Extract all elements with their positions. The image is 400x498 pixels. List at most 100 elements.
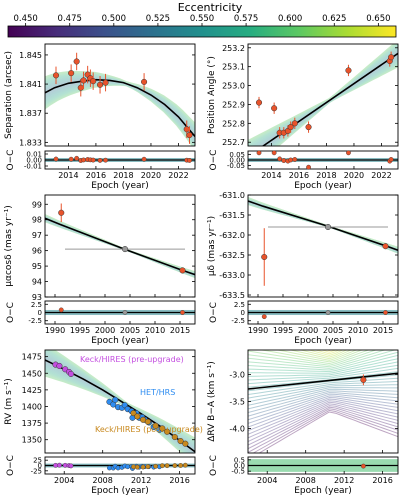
rv-point-resid xyxy=(172,463,178,468)
data-point xyxy=(183,126,190,133)
colorbar-tick-label: 0.550 xyxy=(190,14,214,24)
panel-pm_ra: 1990 1995 2000 2005 2010 2015 93 94 95 96 97 98 99 -2… xyxy=(4,194,196,346)
orbit-draw-line xyxy=(248,44,398,145)
orbit-draw-line xyxy=(248,354,398,373)
orbit-draw-line xyxy=(45,83,195,146)
orbit-draw-line xyxy=(45,82,195,143)
colorbar-tick-label: 0.450 xyxy=(13,14,37,24)
orbit-draw-line xyxy=(248,367,398,385)
orbit-draw-line xyxy=(248,44,398,146)
resid-axis-label: O−C xyxy=(6,455,16,476)
data-point xyxy=(305,124,312,131)
resid-axis-label: O−C xyxy=(209,150,219,171)
rv-point xyxy=(164,428,171,435)
orbit-draw-line xyxy=(45,81,195,141)
orbit-draw-line xyxy=(272,60,398,146)
resid-y-tick-label: 0 xyxy=(38,309,42,317)
model-line xyxy=(261,52,398,146)
x-tick-label: 2008 xyxy=(296,476,316,485)
data-point xyxy=(324,223,332,231)
resid-axis-label: O−C xyxy=(209,455,219,476)
data-point-resid xyxy=(122,310,128,315)
rv-point-resid xyxy=(140,464,146,470)
data-point xyxy=(68,70,75,77)
data-point xyxy=(287,124,294,131)
orbit-draw-line xyxy=(45,353,195,447)
orbit-draw-line xyxy=(276,65,398,146)
orbit-draw-line xyxy=(248,364,398,381)
x-axis-label: Epoch (year) xyxy=(294,336,352,346)
y-tick-label: -632.0 xyxy=(219,231,245,240)
colorbar-tick-label: 0.575 xyxy=(234,14,258,24)
rv-point-resid xyxy=(164,463,170,469)
rv-point xyxy=(112,396,119,403)
orbit-draw-line xyxy=(45,214,195,273)
resid-axis-label: O−C xyxy=(6,150,16,171)
y-axis-label: ΔRV B−A (km s⁻¹) xyxy=(207,361,217,442)
data-point-resid xyxy=(325,310,331,315)
orbit-draw-line xyxy=(250,45,398,146)
orbit-draw-line xyxy=(45,350,195,445)
resid-y-tick-label: 0 xyxy=(38,462,42,470)
orbit-draw-line xyxy=(45,350,195,444)
data-point xyxy=(102,79,109,86)
resid-y-tick-label: -2.5 xyxy=(28,317,42,325)
resid-y-tick-label: -0.01 xyxy=(24,163,42,171)
resid-y-tick-label: 2.5 xyxy=(234,301,245,309)
orbit-draw-line xyxy=(251,46,398,146)
y-tick-label: 1400 xyxy=(22,402,42,411)
colorbar-tick-label: 0.625 xyxy=(322,14,346,24)
resid-y-tick-label: 0.01 xyxy=(26,151,42,159)
data-point xyxy=(80,77,87,84)
resid-axis-label: O−C xyxy=(6,302,16,323)
orbit-draw-line xyxy=(45,366,191,453)
data-point xyxy=(73,58,80,65)
orbit-draw-line xyxy=(47,350,195,443)
y-tick-label: -633.5 xyxy=(219,291,245,300)
orbit-draw-line xyxy=(248,44,396,143)
orbit-draw-line xyxy=(45,82,195,145)
y-tick-label: 253.1 xyxy=(222,63,245,72)
orbit-draw-line xyxy=(273,62,398,146)
panel-rv: 2004 2008 2012 2016 1350 1375 1400 1425 1450 1475… xyxy=(4,349,203,496)
orbit-draw-line xyxy=(248,44,395,142)
data-point-resid xyxy=(97,158,103,163)
orbit-draw-line xyxy=(248,350,397,369)
x-tick-label: 1995 xyxy=(273,326,293,335)
x-tick-label: 2010 xyxy=(145,326,165,335)
resid-y-tick-label: 0.0 xyxy=(234,462,245,470)
orbit-draw-line xyxy=(45,372,185,453)
orbit-draw-line xyxy=(48,350,195,442)
orbit-draw-line xyxy=(45,369,188,453)
orbit-draw-line xyxy=(314,350,340,355)
orbit-draw-line xyxy=(45,354,195,448)
data-point-resid xyxy=(90,157,96,163)
y-tick-label: 94 xyxy=(32,278,42,287)
orbit-draw-line xyxy=(268,57,398,146)
x-tick-label: 2014 xyxy=(58,171,78,180)
plot-frame xyxy=(44,194,196,298)
x-axis-label: Epoch (year) xyxy=(294,486,352,496)
orbit-draw-line xyxy=(248,395,398,424)
orbit-draw-line xyxy=(45,83,195,146)
orbit-draw-line xyxy=(275,350,358,361)
x-axis-label: Epoch (year) xyxy=(91,486,149,496)
x-tick-label: 1990 xyxy=(45,326,65,335)
y-axis-label: Position Angle (°) xyxy=(207,56,217,134)
series-label: Keck/HIRES (pre-upgrade) xyxy=(80,355,184,364)
colorbar-tick-label: 0.475 xyxy=(58,14,82,24)
x-tick-label: 2000 xyxy=(298,326,318,335)
y-tick-label: 1450 xyxy=(22,369,42,378)
y-axis-label: μδ (mas yr⁻¹) xyxy=(207,216,217,276)
orbit-draw-line xyxy=(273,61,398,146)
x-tick-label: 2016 xyxy=(169,476,189,485)
y-tick-label: 98 xyxy=(32,216,42,225)
orbit-draw-line xyxy=(45,370,187,453)
orbit-draw-line xyxy=(248,388,398,410)
x-tick-label: 2014 xyxy=(261,171,281,180)
plot-frame xyxy=(247,194,399,298)
orbit-draw-line xyxy=(248,203,398,254)
data-point-resid xyxy=(271,150,277,156)
orbit-draw-line xyxy=(248,197,398,248)
data-point xyxy=(96,81,104,88)
